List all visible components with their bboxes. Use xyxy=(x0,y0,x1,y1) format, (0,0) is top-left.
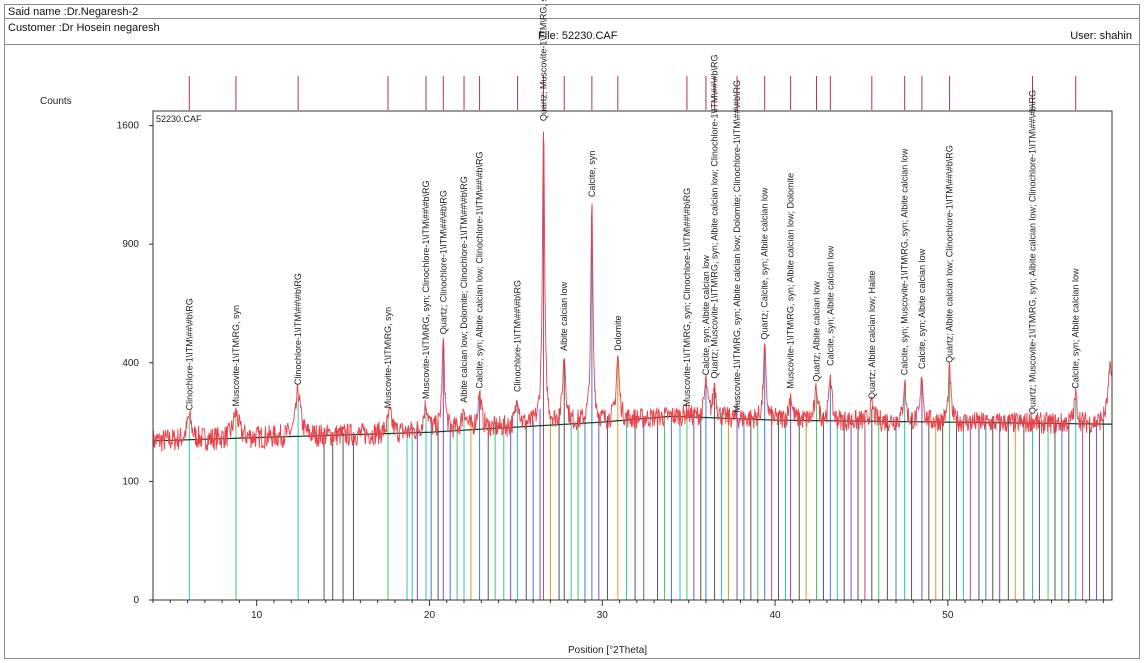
phase-annotation: Quartz; Clinochlore-1\ITM\##\#b\RG xyxy=(438,190,448,334)
phase-annotation: Muscovite-1\ITM\RG, syn xyxy=(383,307,393,409)
phase-annotation: Quartz; Muscovite-1\ITM\RG, syn; Albite … xyxy=(538,0,548,121)
phase-annotation: Clinochlore-1\ITM\##\#b\RG xyxy=(184,298,194,410)
phase-annotation: Quartz; Muscovite-1\ITM\RG, syn; Albite … xyxy=(710,54,720,378)
y-tick-label: 900 xyxy=(122,239,139,250)
customer-label: Customer :Dr Hosein negaresh xyxy=(8,22,160,34)
axes: 0 100 400 900 1600 10 20 30 40 50 xyxy=(117,110,1113,621)
header-divider-top xyxy=(4,18,1140,19)
phase-annotation: Muscovite-1\ITM\RG, syn; Albite calcian … xyxy=(786,173,796,389)
report-frame xyxy=(4,4,1140,659)
sample-name-label: Said name :Dr.Negaresh-2 xyxy=(8,6,139,18)
x-tick-label: 30 xyxy=(597,610,609,621)
y-tick-label: 400 xyxy=(122,358,139,369)
phase-annotation: Calcite, syn; Albite calcian low; Clinoc… xyxy=(475,152,485,389)
phase-annotation: Albite calcian low xyxy=(559,281,569,351)
phase-annotation: Calcite, syn; Albite calcian low xyxy=(701,255,711,376)
measured-pattern xyxy=(152,136,1112,454)
plot-frame xyxy=(152,110,1113,601)
phase-annotation: Dolomite xyxy=(613,315,623,351)
y-tick-label: 1600 xyxy=(117,121,140,132)
phase-annotation: Calcite, syn; Albite calcian low xyxy=(1071,268,1081,389)
phase-annotation: Muscovite-1\ITM\RG, syn; Clinochlore-1\I… xyxy=(682,188,692,407)
file-tag: 52230.CAF xyxy=(156,114,202,124)
phase-annotation: Quartz; Muscovite-1\ITM\RG, syn; Albite … xyxy=(1028,90,1038,414)
y-tick-label: 100 xyxy=(122,476,139,487)
y-axis-label: Counts xyxy=(40,96,72,107)
user-label: User: shahin xyxy=(1070,30,1132,42)
reference-tick-row xyxy=(188,76,1077,110)
x-tick-label: 40 xyxy=(769,610,781,621)
phase-annotation: Calcite, syn; Albite calcian low xyxy=(825,245,835,366)
phase-annotation: Quartz; Calcite, syn; Albite calcian low xyxy=(760,187,770,340)
reference-lines xyxy=(188,131,1104,600)
phase-annotation: Quartz; Albite calcian low; Clinochlore-… xyxy=(945,145,955,363)
phase-annotation: Muscovite-1\ITM\RG, syn; Clinochlore-1\I… xyxy=(421,181,431,400)
phase-annotation: Quartz; Albite calcian low; Halite xyxy=(867,271,877,400)
x-tick-label: 20 xyxy=(424,610,436,621)
phase-annotation: Clinochlore-1\ITM\##\#b\RG xyxy=(293,273,303,385)
phase-annotation: Albite calcian low; Dolomite; Clinochlor… xyxy=(459,176,469,403)
x-axis-label: Position [°2Theta] xyxy=(568,645,647,656)
phase-annotation: Quartz; Albite calcian low xyxy=(812,281,822,382)
header-divider-bottom xyxy=(4,44,1140,45)
x-tick-label: 10 xyxy=(251,610,263,621)
x-tick-label: 50 xyxy=(942,610,954,621)
y-tick-label: 0 xyxy=(133,595,139,606)
phase-annotation: Calcite, syn; Muscovite-1\ITM\RG, syn; A… xyxy=(900,148,910,375)
phase-annotation: Calcite, syn; Albite calcian low xyxy=(917,248,927,369)
plot-area xyxy=(152,136,1112,454)
phase-annotation: Muscovite-1\ITM\RG, syn xyxy=(231,305,241,407)
phase-annotation: Muscovite-1\ITM\RG, syn; Albite calcian … xyxy=(732,80,742,413)
phase-annotation: Clinochlore-1\ITM\##\#b\RG xyxy=(513,280,523,392)
phase-annotations: Clinochlore-1\ITM\##\#b\RG Muscovite-1\IT… xyxy=(184,0,1080,414)
phase-annotation: Calcite, syn xyxy=(587,151,597,198)
file-label: File: 52230.CAF xyxy=(538,30,618,42)
